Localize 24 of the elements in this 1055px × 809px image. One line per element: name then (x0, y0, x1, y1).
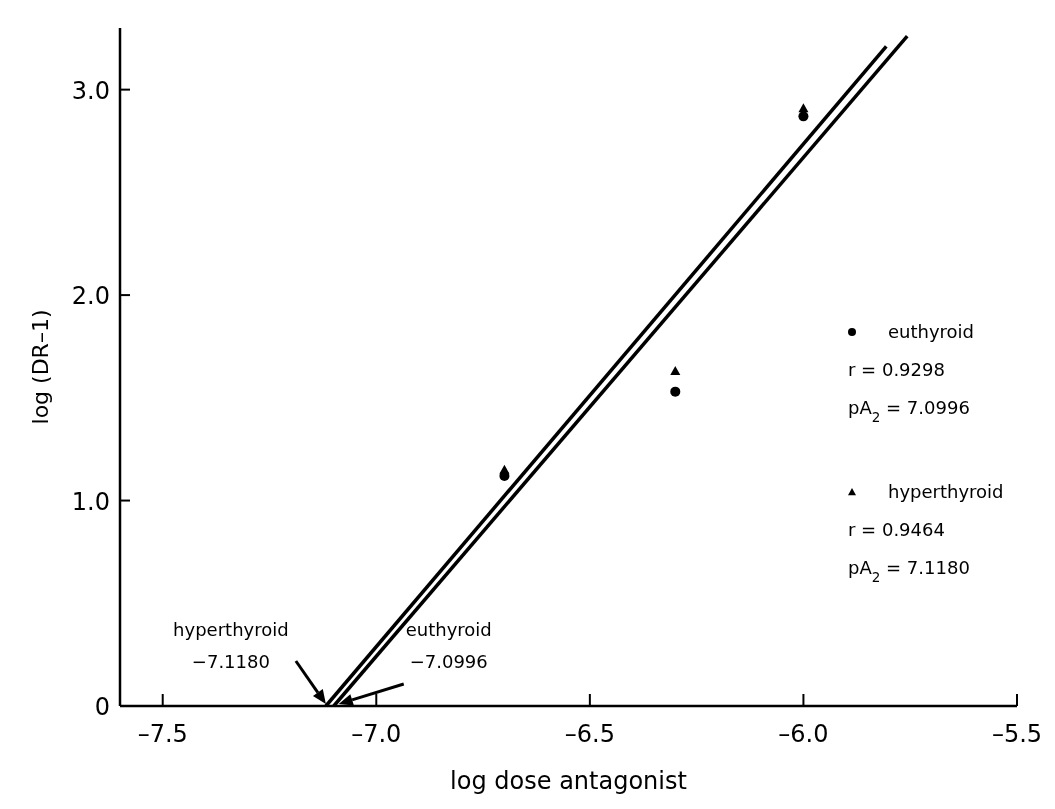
y-axis-title: log (DR–1) (28, 309, 53, 425)
annotation: r = 0.9464 (848, 519, 945, 540)
x-tick-label: –6.5 (564, 720, 615, 748)
x-tick-label: –7.5 (137, 720, 188, 748)
y-tick-label: 1.0 (71, 487, 110, 516)
legend-label: hyperthyroid (888, 481, 1004, 502)
annotation: pA$_{2}$ = 7.0996 (848, 397, 970, 425)
legend-label: euthyroid (888, 321, 975, 342)
x-tick-label: –5.5 (991, 720, 1043, 748)
point (670, 386, 681, 397)
annotation: hyperthyroid −7.1180 (173, 619, 289, 672)
y-tick-label: 3.0 (71, 76, 110, 105)
y-tick-label: 0 (94, 693, 110, 721)
y-tick-label: 2.0 (71, 282, 110, 311)
x-axis-title: log dose antagonist (450, 767, 687, 795)
point (670, 366, 681, 376)
point (798, 111, 809, 122)
x-tick-label: –7.0 (351, 720, 402, 748)
point (499, 464, 510, 474)
annotation: euthyroid −7.0996 (405, 619, 492, 672)
annotation: pA$_{2}$ = 7.1180 (848, 557, 970, 585)
annotation: r = 0.9298 (848, 359, 945, 380)
point (798, 103, 809, 113)
x-tick-label: –6.0 (778, 720, 829, 748)
